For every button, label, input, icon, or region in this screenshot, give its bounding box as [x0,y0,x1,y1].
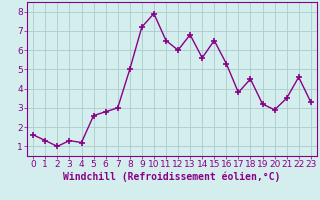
X-axis label: Windchill (Refroidissement éolien,°C): Windchill (Refroidissement éolien,°C) [63,172,281,182]
